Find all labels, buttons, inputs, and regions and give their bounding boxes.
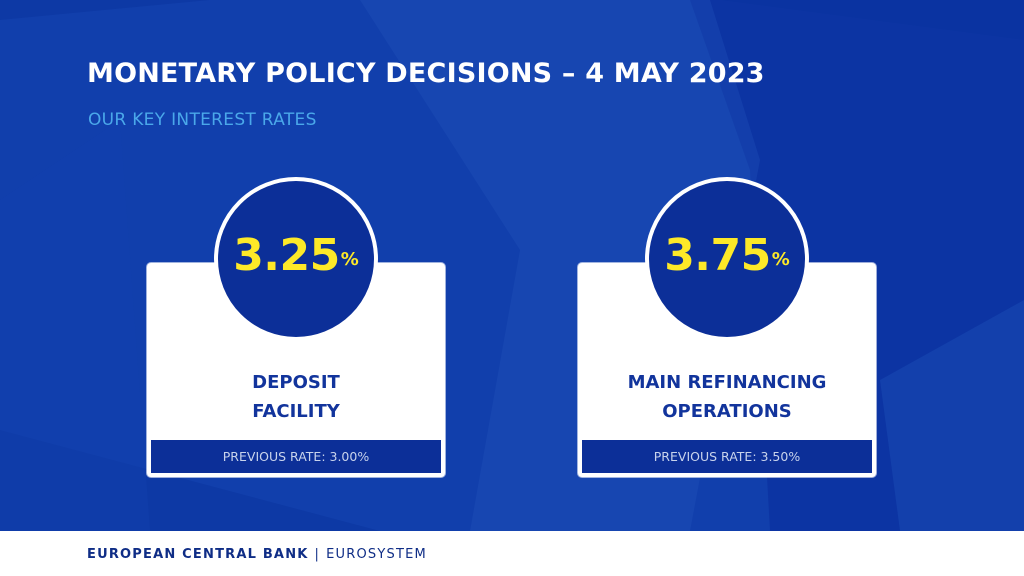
previous-rate-bar: PREVIOUS RATE: 3.00% <box>151 440 441 473</box>
rate-card-deposit-facility: DEPOSIT FACILITY PREVIOUS RATE: 3.00% <box>147 263 445 477</box>
rate-name-line1: DEPOSIT <box>252 372 340 393</box>
rate-name-main-refinancing: MAIN REFINANCING OPERATIONS <box>578 368 876 426</box>
rate-value: 3.25 <box>233 230 340 281</box>
rate-name-deposit-facility: DEPOSIT FACILITY <box>147 368 445 426</box>
rate-unit: % <box>340 248 359 270</box>
rate-name-line2: FACILITY <box>252 401 340 422</box>
previous-rate-bar: PREVIOUS RATE: 3.50% <box>582 440 872 473</box>
rate-name-line2: OPERATIONS <box>662 401 792 422</box>
rate-circle-main-refinancing: 3.75% <box>645 177 809 341</box>
footer-system-name: EUROSYSTEM <box>326 547 427 562</box>
footer-brand: EUROPEAN CENTRAL BANK | EUROSYSTEM <box>87 547 427 562</box>
page-title: MONETARY POLICY DECISIONS – 4 MAY 2023 <box>87 58 765 89</box>
footer: EUROPEAN CENTRAL BANK | EUROSYSTEM <box>0 531 1024 576</box>
footer-bank-name: EUROPEAN CENTRAL BANK <box>87 547 309 562</box>
rate-circle-deposit-facility: 3.25% <box>214 177 378 341</box>
rate-value: 3.75 <box>664 230 771 281</box>
page-subtitle: OUR KEY INTEREST RATES <box>88 110 317 130</box>
rate-name-line1: MAIN REFINANCING <box>627 372 827 393</box>
slide-background: MONETARY POLICY DECISIONS – 4 MAY 2023 O… <box>0 0 1024 531</box>
footer-separator: | <box>314 547 321 562</box>
rate-unit: % <box>771 248 790 270</box>
